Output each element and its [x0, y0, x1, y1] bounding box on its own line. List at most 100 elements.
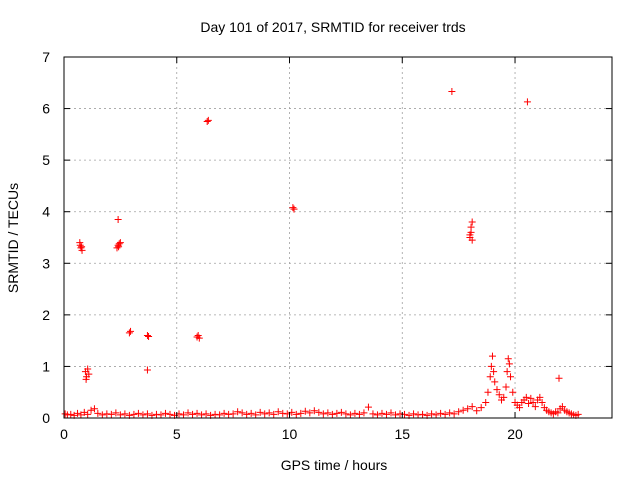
data-point: [455, 408, 463, 416]
data-point: [428, 410, 436, 418]
data-point: [107, 410, 115, 418]
y-tick-label: 0: [42, 410, 50, 426]
data-point: [468, 218, 476, 226]
data-point: [346, 411, 354, 419]
x-tick-label: 15: [394, 426, 410, 442]
data-point: [202, 410, 210, 418]
data-point: [531, 403, 539, 411]
data-point: [328, 410, 336, 418]
data-point: [333, 409, 341, 417]
data-point: [90, 405, 98, 413]
data-point: [477, 404, 485, 412]
data-point: [490, 368, 498, 376]
data-point: [448, 88, 456, 96]
data-point: [279, 409, 287, 417]
data-point: [502, 383, 510, 391]
data-point: [538, 399, 546, 407]
data-point: [536, 393, 544, 401]
data-point: [98, 411, 106, 419]
y-tick-label: 3: [42, 255, 50, 271]
data-point: [225, 410, 233, 418]
data-point: [437, 409, 445, 417]
data-point: [414, 411, 422, 419]
data-point: [229, 410, 237, 418]
data-point: [466, 231, 474, 239]
data-point: [78, 243, 86, 251]
data-point: [482, 399, 490, 407]
data-point: [473, 407, 481, 415]
x-tick-label: 5: [173, 426, 181, 442]
plot-frame: [63, 56, 613, 419]
data-point: [145, 333, 153, 341]
data-point: [504, 355, 512, 363]
data-point: [189, 410, 197, 418]
data-point: [529, 399, 537, 407]
data-point: [125, 329, 133, 337]
data-point: [134, 409, 142, 417]
data-point: [193, 409, 201, 417]
data-point: [130, 410, 138, 418]
data-point: [319, 410, 327, 418]
data-point: [121, 410, 129, 418]
data-point: [198, 411, 206, 419]
y-tick-label: 1: [42, 358, 50, 374]
data-point: [292, 410, 300, 418]
y-axis-label: SRMTID / TECUs: [5, 183, 21, 293]
data-point: [342, 410, 350, 418]
data-point: [507, 373, 515, 381]
data-point: [116, 239, 124, 247]
data-point: [127, 327, 135, 335]
data-point: [139, 411, 147, 419]
data-point: [112, 409, 120, 417]
data-point: [216, 411, 224, 419]
data-point: [503, 368, 511, 376]
data-point: [114, 215, 122, 223]
data-point: [467, 223, 475, 231]
data-point: [355, 410, 363, 418]
data-point: [468, 403, 476, 411]
data-point: [157, 411, 165, 419]
data-point: [432, 411, 440, 419]
data-point: [76, 241, 84, 249]
data-point: [464, 405, 472, 413]
data-point: [419, 410, 427, 418]
data-point: [143, 366, 151, 374]
data-point: [87, 406, 95, 414]
data-point: [555, 374, 563, 382]
data-point: [351, 409, 359, 417]
data-point: [274, 408, 282, 416]
data-point: [509, 388, 517, 396]
data-point: [143, 410, 151, 418]
data-point: [84, 365, 92, 373]
data-point: [446, 409, 454, 417]
chart-title: Day 101 of 2017, SRMTID for receiver trd…: [200, 19, 465, 35]
data-point: [392, 411, 400, 419]
data-point: [82, 375, 90, 383]
data-point: [166, 410, 174, 418]
data-point: [378, 409, 386, 417]
data-point: [290, 205, 298, 213]
data-point: [486, 373, 494, 381]
data-point: [115, 240, 123, 248]
data-point: [554, 409, 562, 417]
data-point: [184, 409, 192, 417]
data-point: [261, 410, 269, 418]
data-point: [382, 410, 390, 418]
data-point: [195, 334, 203, 342]
data-point: [220, 409, 228, 417]
data-point: [203, 117, 211, 125]
y-tick-label: 6: [42, 101, 50, 117]
y-tick-label: 5: [42, 152, 50, 168]
data-point: [493, 386, 501, 394]
y-tick-label: 7: [42, 49, 50, 65]
data-point: [115, 243, 123, 251]
data-point: [505, 360, 513, 368]
data-point: [527, 394, 535, 402]
data-point: [270, 410, 278, 418]
data-points: [61, 88, 582, 419]
y-tick-label: 2: [42, 307, 50, 323]
data-point: [488, 352, 496, 360]
data-point: [487, 362, 495, 370]
data-point: [67, 410, 75, 418]
x-tick-label: 0: [60, 426, 68, 442]
